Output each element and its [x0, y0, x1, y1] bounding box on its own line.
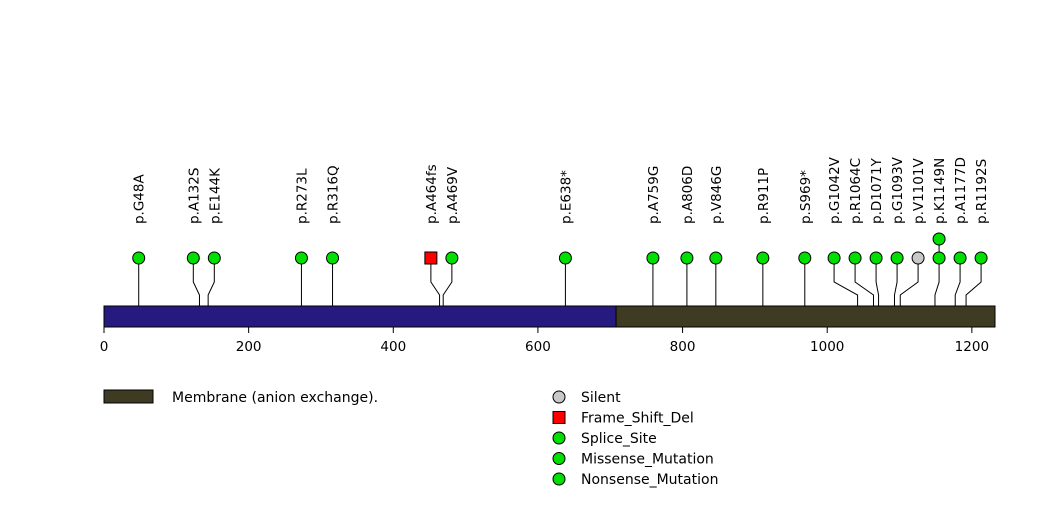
legend-label-splice_site: Splice_Site	[581, 431, 657, 447]
mutation-marker-p-e638-[interactable]	[558, 251, 572, 265]
mutation-label-p-v1101v: p.V1101V	[911, 158, 927, 224]
mutation-label-p-r273l: p.R273L	[294, 168, 310, 224]
x-axis: 0 200 400 600 800 1000 1200	[100, 326, 989, 355]
stem-p-a1177d	[954, 258, 961, 306]
mutation-label-p-s969-: p.S969*	[798, 170, 814, 224]
mutation-marker-p-a469v[interactable]	[445, 251, 459, 265]
legend-swatch-frame_shift_del	[552, 411, 566, 424]
mutation-label-p-g48a: p.G48A	[132, 174, 148, 225]
mutation-label-p-k1149n: p.K1149N	[932, 158, 948, 224]
legend-domain-label-0: Membrane (anion exchange).	[172, 390, 378, 406]
mutation-marker-p-g48a[interactable]	[132, 251, 146, 265]
mutation-marker-p-a1177d[interactable]	[953, 251, 967, 265]
stems-layer	[138, 239, 982, 306]
mutation-marker-p-a464fs[interactable]	[424, 251, 438, 265]
mutation-label-p-e638-: p.E638*	[558, 170, 574, 224]
legend-swatch-nonsense_mutation	[552, 472, 566, 486]
mutation-points-layer	[132, 232, 988, 265]
x-tick-label-1200: 1200	[955, 339, 989, 355]
mutation-marker-p-a806d[interactable]	[680, 251, 694, 265]
mutation-label-p-a1177d: p.A1177D	[953, 157, 969, 224]
mutation-marker-p-g1042v[interactable]	[827, 251, 841, 265]
legend-swatch-missense_mutation	[552, 452, 566, 465]
mutation-label-p-d1071y: p.D1071Y	[869, 157, 885, 224]
legend-domain-swatch-0	[103, 389, 154, 404]
stem-p-e144k	[207, 258, 215, 306]
x-tick-label-1000: 1000	[810, 339, 844, 355]
mutation-label-p-v846g: p.V846G	[709, 166, 725, 224]
mutation-label-p-r1192s: p.R1192S	[974, 159, 990, 224]
mutation-marker-p-r911p[interactable]	[756, 251, 770, 265]
stem-p-k1149n	[934, 239, 940, 306]
legend-swatch-silent	[552, 390, 566, 404]
mutation-marker-p-r273l[interactable]	[294, 251, 308, 265]
stem-p-r1192s	[965, 258, 982, 306]
mutation-label-p-g1042v: p.G1042V	[827, 156, 843, 224]
stem-p-v1101v	[899, 258, 919, 306]
mutation-marker-p-d1071y[interactable]	[869, 251, 883, 265]
x-tick-label-400: 400	[380, 339, 406, 355]
mutation-label-p-a464fs: p.A464fs	[424, 164, 440, 224]
stem-p-g1093v	[893, 258, 898, 306]
mutation-marker-p-s969-[interactable]	[798, 251, 812, 265]
x-tick-label-0: 0	[100, 339, 109, 355]
legend-swatch-splice_site	[552, 431, 566, 445]
mutation-label-p-r1064c: p.R1064C	[848, 158, 864, 224]
mutation-label-p-a806d: p.A806D	[680, 166, 696, 224]
legend-label-silent: Silent	[581, 390, 621, 406]
mutation-marker-p-g1093v[interactable]	[890, 251, 904, 265]
mutation-label-p-a132s: p.A132S	[186, 168, 202, 224]
mutation-label-p-g1093v: p.G1093V	[890, 156, 906, 224]
legend: Membrane (anion exchange). Silent Frame_Sh…	[103, 389, 718, 488]
stem-p-r1064c	[854, 258, 874, 306]
x-tick-label-200: 200	[236, 339, 262, 355]
mutation-label-p-e144k: p.E144K	[207, 167, 223, 224]
domain-rect-0	[615, 305, 996, 328]
mutation-label-p-a759g: p.A759G	[646, 166, 662, 224]
mutation-label-p-a469v: p.A469V	[445, 166, 461, 224]
mutation-marker-p-r316q[interactable]	[326, 251, 340, 265]
mutation-marker-p-v846g[interactable]	[709, 251, 723, 265]
stem-p-a469v	[442, 258, 453, 306]
mutation-marker-p-a759g[interactable]	[646, 251, 660, 265]
x-tick-label-800: 800	[670, 339, 696, 355]
mutation-marker-p-r1064c[interactable]	[848, 251, 862, 265]
mutation-labels-layer: p.G48A p.A132S p.E144K p.R273L p.R316Q p.A464…	[132, 156, 990, 224]
stem-p-a132s	[192, 258, 200, 306]
stem-p-a464fs	[430, 258, 441, 306]
domains-layer	[615, 305, 996, 328]
mutation-marker-p-k1149n[interactable]	[932, 251, 946, 265]
legend-label-frame_shift_del: Frame_Shift_Del	[581, 411, 694, 427]
mutation-label-p-r911p: p.R911P	[756, 168, 772, 224]
mutation-marker-p-r1192s[interactable]	[974, 251, 988, 265]
mutation-label-p-r316q: p.R316Q	[326, 165, 342, 224]
stem-p-d1071y	[875, 258, 880, 306]
mutation-marker-p-a132s[interactable]	[186, 251, 200, 265]
x-tick-label-600: 600	[525, 339, 551, 355]
mutation-marker-p-k1149n[interactable]	[932, 232, 946, 246]
legend-label-missense_mutation: Missense_Mutation	[581, 452, 714, 468]
mutation-marker-p-e144k[interactable]	[207, 251, 221, 265]
legend-label-nonsense_mutation: Nonsense_Mutation	[581, 472, 718, 488]
stem-p-g1042v	[833, 258, 859, 306]
mutation-marker-p-v1101v[interactable]	[911, 251, 925, 265]
